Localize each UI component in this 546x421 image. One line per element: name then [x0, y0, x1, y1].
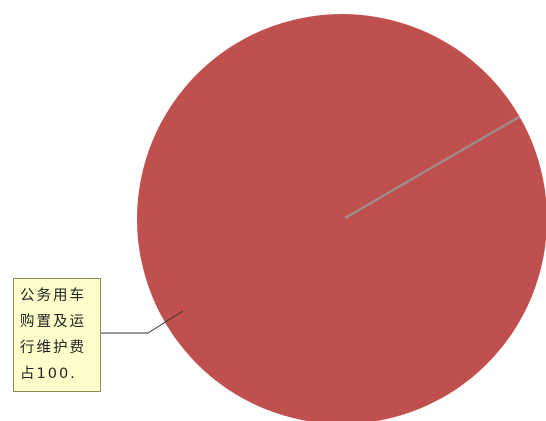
- data-label-callout: 公务用车购置及运行维护费占100.0%: [13, 278, 101, 392]
- data-label-leader-line: [101, 310, 184, 334]
- pie-slice: [137, 14, 546, 421]
- pie-slices: [137, 14, 546, 421]
- slice-seam-line: [344, 115, 520, 220]
